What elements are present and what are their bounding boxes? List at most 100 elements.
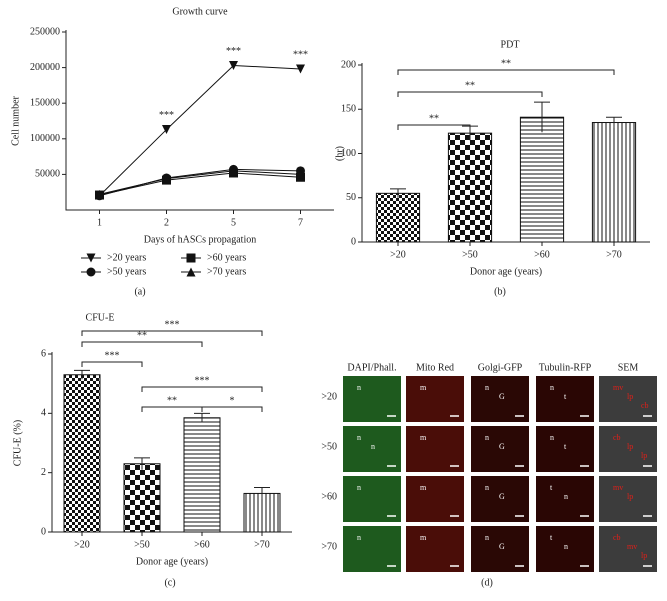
axes [65,30,334,211]
comparison-label: *** [195,375,210,386]
y-tick-label: 6 [41,348,46,359]
cell-annotation: t [550,483,553,492]
y-tick-label: 50000 [35,169,60,180]
cell-annotation: t [550,533,553,542]
y-tick-label: 100000 [30,133,60,144]
micrograph [536,526,594,572]
cell-annotation: G [499,442,505,451]
marker [86,267,96,277]
bar [123,463,161,533]
y-tick-label: 200 [341,59,356,70]
cell-annotation: n [371,442,375,451]
cell-annotation: G [499,392,505,401]
cell-annotation: n [357,483,361,492]
chart-title: Growth curve [172,6,228,17]
marker [186,253,196,263]
micrograph [599,526,657,572]
marker [296,64,305,74]
micrograph [406,476,464,522]
cell-annotation: m [420,533,427,542]
row-label: >60 [321,491,337,502]
cell-annotation: lp [641,551,647,560]
x-tick-label: >20 [74,539,90,550]
cell-annotation: m [420,383,427,392]
marker [95,189,104,199]
y-tick-label: 4 [41,408,46,419]
error-bar [534,101,550,133]
micrograph [536,476,594,522]
comparison-bracket [397,69,615,75]
significance-label: *** [159,110,174,121]
cell-annotation: n [550,433,554,442]
cell-annotation: m [420,433,427,442]
error-bar [606,116,622,128]
panel-label: (a) [134,286,145,297]
error-bar [390,188,406,198]
bar [63,374,101,533]
cell-annotation: cb [613,533,621,542]
chart-title: PDT [501,39,520,50]
series-line [99,172,301,196]
cell-annotation: mv [627,542,637,551]
comparison-label: ** [137,330,147,341]
series-line [99,170,301,195]
comparison-label: *** [165,319,180,330]
panel-label: (c) [164,577,175,588]
x-tick-label: >60 [534,249,550,260]
x-tick-label: >50 [462,249,478,260]
y-axis-label: CFU-E (%) [12,420,23,466]
micrograph [471,526,529,572]
cell-annotation: n [485,383,489,392]
y-tick-label: 150 [341,104,356,115]
x-tick-label: >70 [254,539,270,550]
panel-label: (b) [494,286,506,297]
comparison-bracket [81,341,203,347]
micrograph [406,426,464,472]
row-label: >70 [321,541,337,552]
micrograph [536,426,594,472]
x-axis-label: Donor age (years) [470,266,542,277]
row-label: >50 [321,441,337,452]
legend-label: >60 years [207,252,246,263]
y-axis-label: (hr) [334,146,345,161]
micrograph [343,376,401,422]
series-line [99,168,301,197]
marker [86,253,96,263]
bar [591,122,637,243]
significance-label: *** [293,49,308,60]
y-axis-label: Cell number [10,95,21,145]
x-tick-label: 1 [97,217,102,228]
y-tick-label: 0 [351,236,356,247]
y-tick-label: 250000 [30,26,60,37]
micrograph [599,476,657,522]
marker [162,125,171,135]
cell-annotation: m [420,483,427,492]
micrograph [536,376,594,422]
marker [229,166,238,176]
comparison-bracket [201,406,263,412]
x-tick-label: >70 [606,249,622,260]
comparison-label: ** [429,113,439,124]
comparison-bracket [397,91,543,97]
y-tick-label: 200000 [30,62,60,73]
cell-annotation: G [499,492,505,501]
cell-annotation: cb [613,433,621,442]
comparison-label: ** [501,58,511,69]
micrograph [599,426,657,472]
cell-annotation: n [550,383,554,392]
legend-label: >50 years [107,266,146,277]
micrograph [343,526,401,572]
bar [375,192,421,243]
cell-annotation: mv [613,483,623,492]
row-label: >20 [321,391,337,402]
cell-annotation: lp [641,451,647,460]
comparison-bracket [141,406,203,412]
comparison-label: * [230,395,235,406]
column-header: Golgi-GFP [478,362,523,373]
cell-annotation: lp [627,392,633,401]
cell-annotation: n [564,542,568,551]
marker [162,174,171,184]
marker [186,267,196,277]
micrograph [406,526,464,572]
